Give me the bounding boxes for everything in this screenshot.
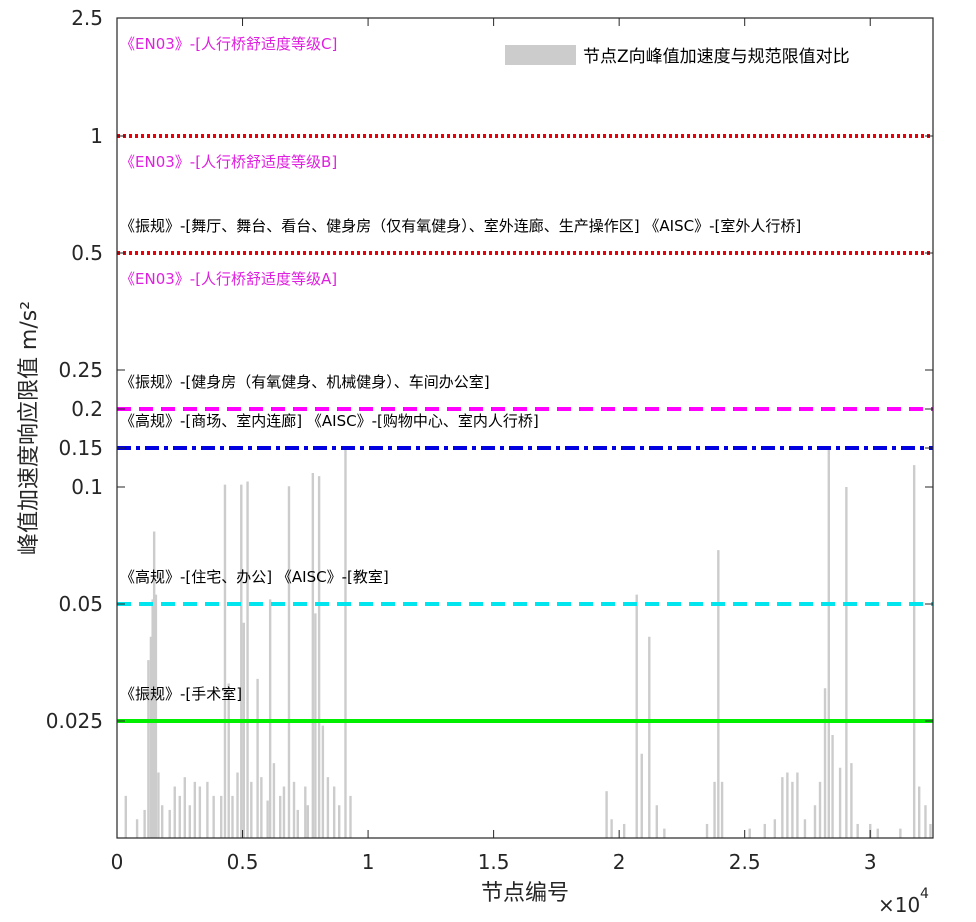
x-multiplier-exponent: 4: [920, 886, 929, 902]
annotation-label: 《EN03》-[人行桥舒适度等级B]: [120, 153, 337, 171]
annotations: 《EN03》-[人行桥舒适度等级C] 《EN03》-[人行桥舒适度等级B] 《振规》…: [120, 35, 801, 703]
x-tick-label: 2: [613, 850, 626, 874]
y-tick-label: 0.15: [58, 436, 103, 460]
x-multiplier-base: ×10: [878, 893, 920, 917]
annotation-label: 《EN03》-[人行桥舒适度等级A]: [120, 270, 337, 288]
annotation-label: 《高规》-[商场、室内连廊] 《AISC》-[购物中心、室内人行桥]: [120, 412, 539, 430]
y-tick-label: 2.5: [71, 6, 103, 30]
x-multiplier: ×10 4: [878, 886, 929, 917]
axis-ticks: 0.025 0.05 0.1 0.15 0.2 0.25 0.5 1 2.5 0 0.5 1 1.5 2 2…: [46, 6, 933, 874]
legend-label: 节点Z向峰值加速度与规范限值对比: [583, 47, 850, 67]
y-axis-label: 峰值加速度响应限值 m/s²: [17, 301, 42, 555]
x-tick-label: 2.5: [729, 850, 761, 874]
x-axis-label: 节点编号: [481, 881, 569, 906]
x-tick-label: 1: [362, 850, 375, 874]
plot-area-frame: [116, 17, 934, 839]
y-tick-label: 0.1: [71, 475, 103, 499]
x-tick-label: 1.5: [478, 850, 510, 874]
annotation-label: 《振规》-[健身房（有氧健身、机械健身）、车间办公室]: [120, 373, 490, 391]
annotation-label: 《高规》-[住宅、办公] 《AISC》-[教室]: [120, 568, 389, 586]
y-tick-label: 0.5: [71, 241, 103, 265]
x-tick-label: 0.5: [227, 850, 259, 874]
y-tick-label: 0.025: [46, 709, 103, 733]
y-tick-label: 1: [90, 124, 103, 148]
data-layer: [124, 449, 932, 838]
legend: 节点Z向峰值加速度与规范限值对比: [505, 45, 850, 67]
x-tick-label: 3: [864, 850, 877, 874]
annotation-label: 《振规》-[手术室]: [120, 685, 242, 703]
y-tick-label: 0.05: [58, 592, 103, 616]
annotation-label: 《EN03》-[人行桥舒适度等级C]: [120, 35, 337, 53]
annotation-label: 《振规》-[舞厅、舞台、看台、健身房（仅有氧健身）、室外连廊、生产操作区] 《A…: [120, 217, 801, 235]
limit-lines: [117, 134, 933, 723]
y-tick-label: 0.25: [58, 358, 103, 382]
y-tick-label: 0.2: [71, 397, 103, 421]
x-tick-label: 0: [111, 850, 124, 874]
legend-swatch: [505, 45, 576, 65]
